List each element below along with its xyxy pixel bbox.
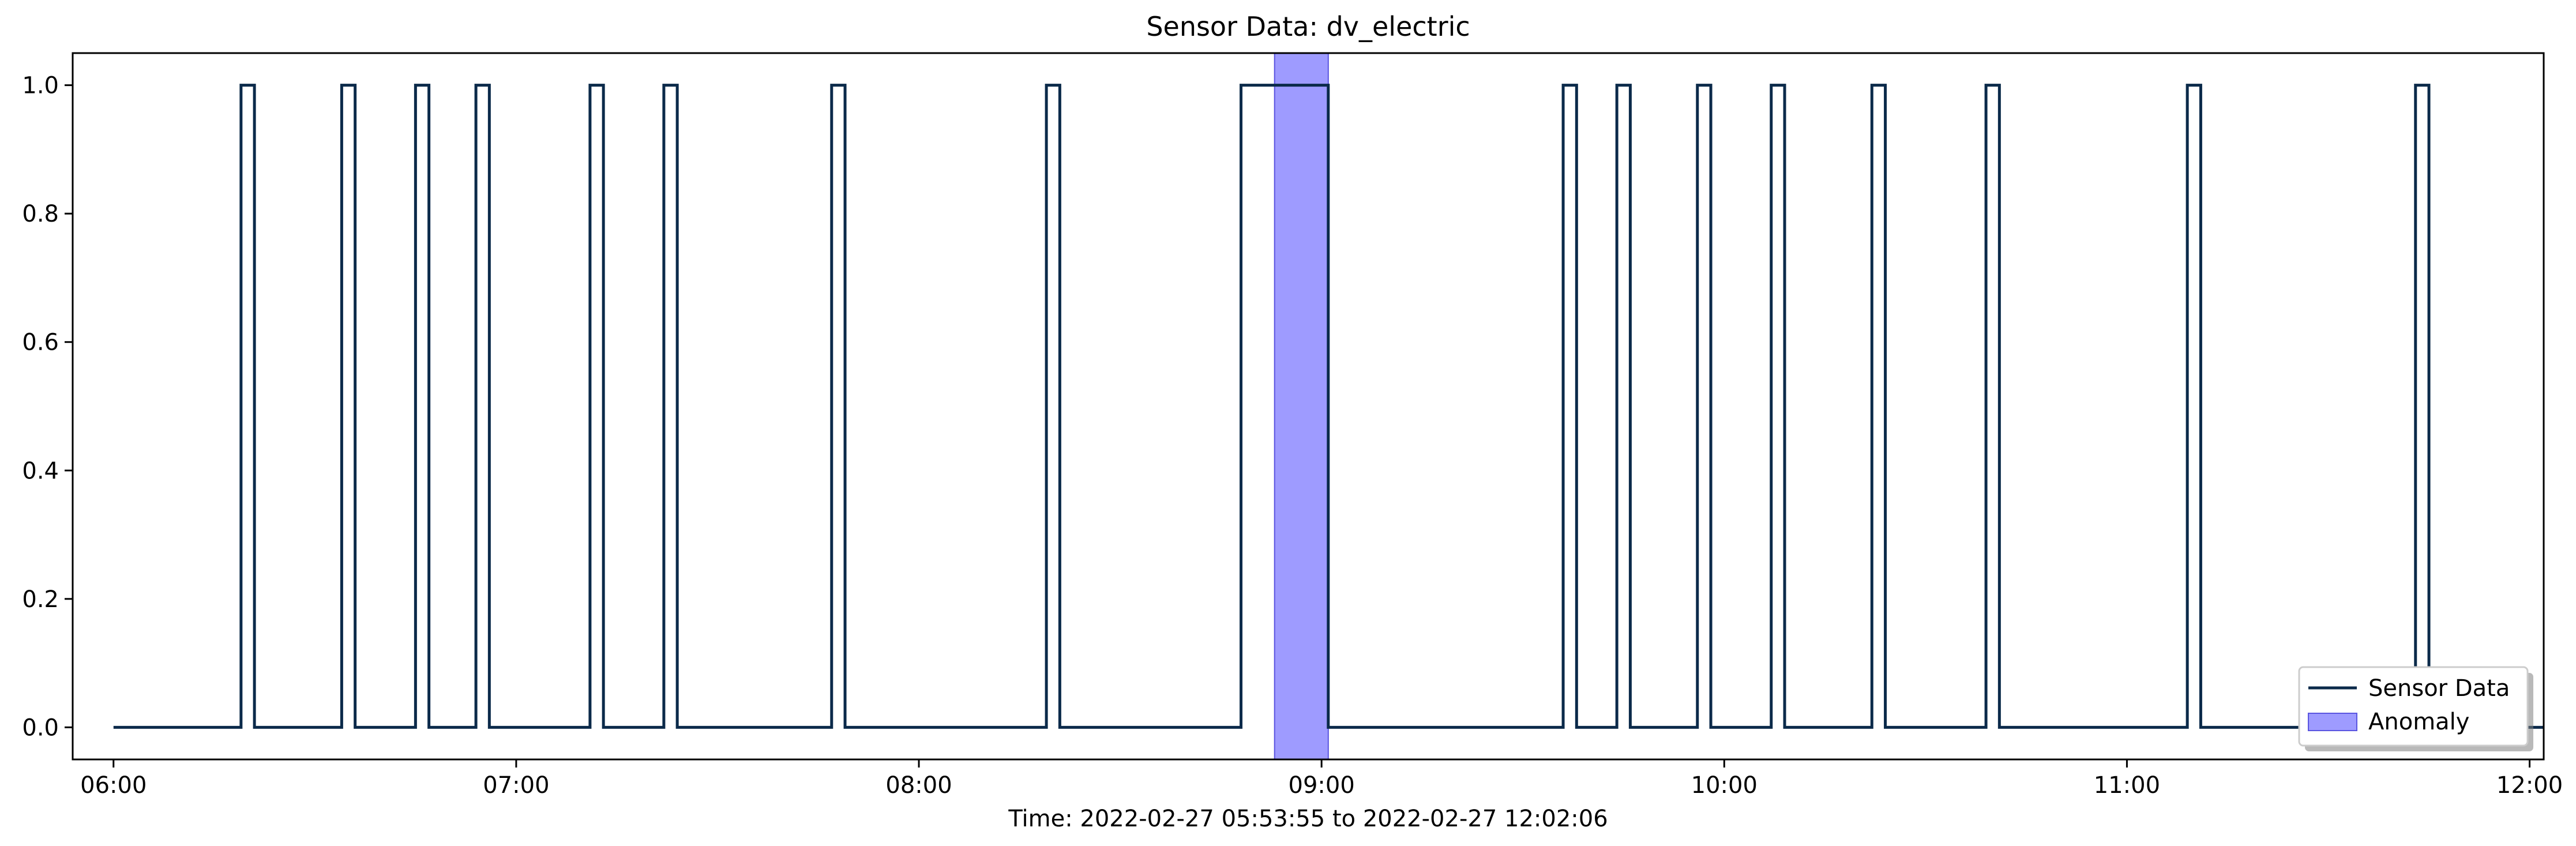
y-tick-label: 0.2	[22, 586, 59, 613]
y-tick-label: 0.8	[22, 201, 59, 227]
x-tick-label: 11:00	[2094, 772, 2160, 799]
legend-swatch-anomaly	[2308, 713, 2357, 731]
plot-frame	[72, 52, 2545, 761]
legend-label-sensor-data: Sensor Data	[2368, 675, 2510, 702]
series-layer	[113, 84, 2543, 729]
series-line-sensor-data	[113, 84, 2543, 729]
y-tick-label: 0.6	[22, 330, 59, 356]
x-axis: 06:00 07:00 08:00 09:00 10:00 11:00 12:00	[80, 759, 2563, 799]
x-tick-label: 08:00	[885, 772, 952, 799]
x-tick-label: 10:00	[1691, 772, 1758, 799]
chart-title: Sensor Data: dv_electric	[1146, 11, 1470, 42]
x-tick-label: 06:00	[80, 772, 147, 799]
y-tick-label: 0.4	[22, 458, 59, 484]
anomaly-layer	[1274, 53, 1329, 760]
y-tick-label: 0.0	[22, 714, 59, 741]
legend: Sensor Data Anomaly	[2298, 666, 2533, 751]
x-tick-label: 12:00	[2496, 772, 2563, 799]
y-axis: 0.0 0.2 0.4 0.6 0.8 1.0	[22, 73, 73, 741]
x-tick-label: 07:00	[483, 772, 549, 799]
y-tick-label: 1.0	[22, 73, 59, 99]
legend-label-anomaly: Anomaly	[2368, 709, 2469, 735]
x-tick-label: 09:00	[1289, 772, 1355, 799]
anomaly-span	[1274, 53, 1329, 760]
x-axis-label: Time: 2022-02-27 05:53:55 to 2022-02-27 …	[1008, 806, 1608, 832]
